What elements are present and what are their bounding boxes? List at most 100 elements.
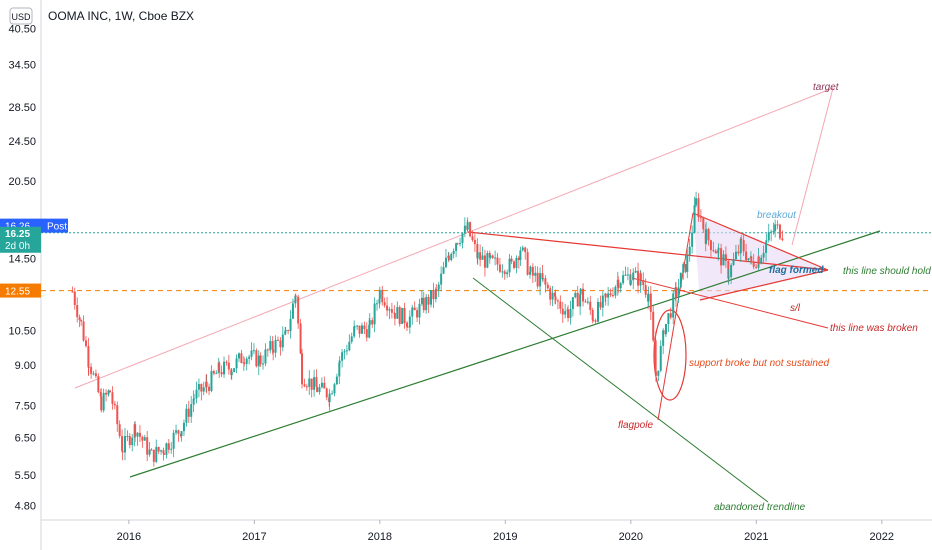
candle xyxy=(105,389,108,402)
candle xyxy=(544,275,547,293)
candle xyxy=(639,271,642,283)
candle xyxy=(118,420,121,439)
candle xyxy=(498,258,501,274)
support-break-ellipse[interactable] xyxy=(653,309,687,401)
candle xyxy=(152,449,155,467)
x-tick-label: 2022 xyxy=(870,531,894,543)
broken-resistance-line[interactable] xyxy=(467,231,829,271)
candle xyxy=(471,230,474,242)
candle xyxy=(274,335,277,358)
candle xyxy=(146,430,149,461)
candle xyxy=(427,294,430,314)
candle xyxy=(143,434,146,441)
upper-channel-line[interactable] xyxy=(74,87,834,389)
candle xyxy=(432,282,435,309)
candle xyxy=(642,272,645,291)
candle xyxy=(243,357,246,367)
candle xyxy=(150,448,153,451)
candle xyxy=(481,246,484,260)
candle xyxy=(529,265,532,274)
sl-line[interactable] xyxy=(631,277,829,329)
candle xyxy=(398,305,401,327)
candle xyxy=(155,439,158,464)
candle xyxy=(695,191,698,208)
candle xyxy=(772,222,775,235)
candle xyxy=(503,269,506,280)
candle xyxy=(76,297,79,323)
candle xyxy=(672,290,675,325)
candle xyxy=(776,220,779,230)
abandoned-trendline[interactable] xyxy=(472,277,769,503)
flagpole-line[interactable] xyxy=(657,212,694,421)
candle xyxy=(720,243,723,274)
candle xyxy=(724,246,727,268)
candle xyxy=(693,196,696,234)
candle xyxy=(554,289,557,305)
candle xyxy=(131,434,134,452)
x-axis-ticks: 2016 2017 2018 2019 2020 2021 2022 xyxy=(117,520,894,543)
candle xyxy=(160,449,163,455)
y-tick-label: 6.50 xyxy=(15,433,36,445)
x-tick-label: 2019 xyxy=(493,531,517,543)
annotation-breakout: breakout xyxy=(757,210,797,221)
candle xyxy=(647,286,650,307)
candle xyxy=(435,284,438,298)
candle xyxy=(634,267,637,274)
candle xyxy=(148,441,151,457)
target-projection-line[interactable] xyxy=(791,87,834,246)
annotation-line-hold: this line should hold xyxy=(843,266,931,277)
candle xyxy=(405,320,408,331)
long-support-trendline[interactable] xyxy=(129,230,881,478)
annotation-support: support broke but not sustained xyxy=(689,358,830,369)
candle xyxy=(576,285,579,307)
candle xyxy=(141,435,144,448)
candle xyxy=(617,276,620,294)
candle xyxy=(175,424,178,436)
candle xyxy=(657,370,660,382)
candle xyxy=(393,313,396,326)
candle xyxy=(519,246,522,266)
candle xyxy=(536,266,539,289)
candle xyxy=(202,381,205,396)
candle xyxy=(515,255,518,274)
candle xyxy=(524,246,527,260)
candle xyxy=(240,349,243,364)
currency-badge[interactable] xyxy=(9,7,33,25)
candle xyxy=(230,368,233,380)
candle xyxy=(341,349,344,368)
candle xyxy=(109,389,112,393)
candle xyxy=(425,293,428,314)
candle xyxy=(299,319,302,355)
candle xyxy=(102,388,105,413)
candle xyxy=(456,242,459,245)
y-tick-label: 5.50 xyxy=(15,470,36,482)
candle xyxy=(388,307,391,320)
candle xyxy=(97,373,100,394)
candle xyxy=(205,373,208,394)
candle xyxy=(94,369,97,379)
y-axis-ticks: 40.50 34.50 28.50 24.50 20.50 14.50 10.50 9.00 7… xyxy=(8,23,36,512)
candle xyxy=(116,401,119,432)
candle xyxy=(517,255,520,269)
candle xyxy=(452,248,455,259)
candle xyxy=(534,265,537,282)
candle xyxy=(762,245,765,263)
candle xyxy=(486,250,489,269)
candle xyxy=(437,281,440,298)
candle xyxy=(167,439,170,454)
candle xyxy=(459,237,462,247)
candle xyxy=(227,354,230,375)
last-price: 16.25 xyxy=(5,229,30,240)
candle xyxy=(396,301,399,319)
candle xyxy=(80,319,83,326)
candle xyxy=(745,243,748,263)
flag-lower-line[interactable] xyxy=(699,269,829,301)
candle xyxy=(328,388,331,411)
x-tick-label: 2021 xyxy=(744,531,768,543)
candle xyxy=(442,261,445,274)
candle xyxy=(413,301,416,311)
candle xyxy=(138,425,141,443)
candle xyxy=(473,233,476,252)
flag-upper-line[interactable] xyxy=(692,212,829,271)
